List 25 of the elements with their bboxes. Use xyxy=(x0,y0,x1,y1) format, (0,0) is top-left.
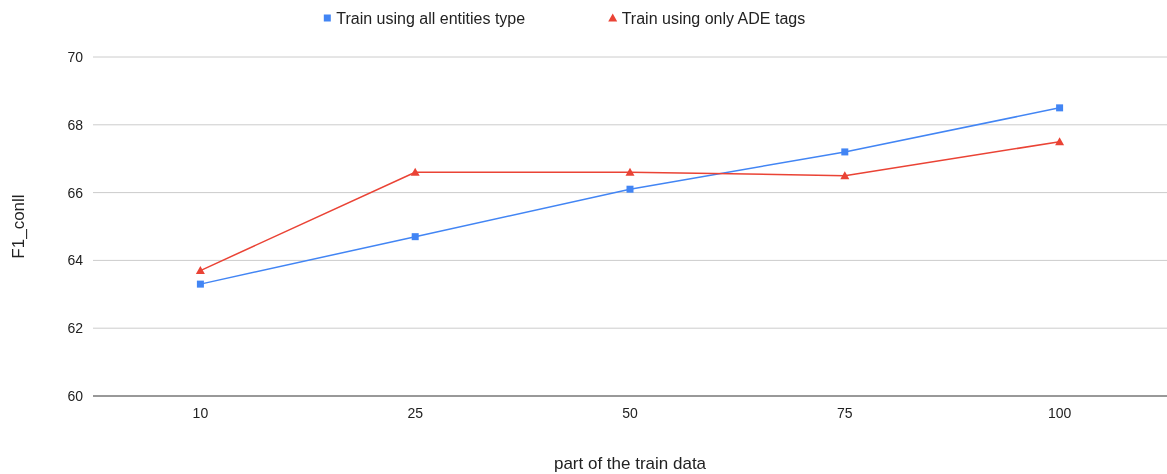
y-tick-label: 70 xyxy=(67,48,84,65)
x-tick-label: 75 xyxy=(837,405,853,421)
point xyxy=(1055,137,1065,146)
point xyxy=(195,266,205,275)
x-tick-label: 100 xyxy=(1047,405,1072,421)
y-axis-title: F1_conll xyxy=(9,194,28,259)
legend-label: Train using all entities type xyxy=(336,9,526,27)
point xyxy=(841,148,849,156)
point xyxy=(411,233,419,241)
point xyxy=(410,167,420,176)
y-tick-label: 60 xyxy=(67,387,84,404)
x-tick-label: 25 xyxy=(407,405,424,421)
point xyxy=(1056,104,1064,112)
point xyxy=(625,167,635,176)
y-tick-label: 62 xyxy=(67,320,84,337)
y-tick-label: 64 xyxy=(67,252,84,269)
y-tick-label: 66 xyxy=(67,184,84,201)
point xyxy=(196,280,204,288)
y-tick-label: 68 xyxy=(67,116,84,133)
x-tick-label: 50 xyxy=(622,405,638,421)
point xyxy=(840,171,850,180)
x-tick-label: 10 xyxy=(192,405,209,421)
legend-label: Train using only ADE tags xyxy=(621,9,806,27)
x-axis-title: part of the train data xyxy=(553,454,707,473)
point xyxy=(626,185,634,193)
